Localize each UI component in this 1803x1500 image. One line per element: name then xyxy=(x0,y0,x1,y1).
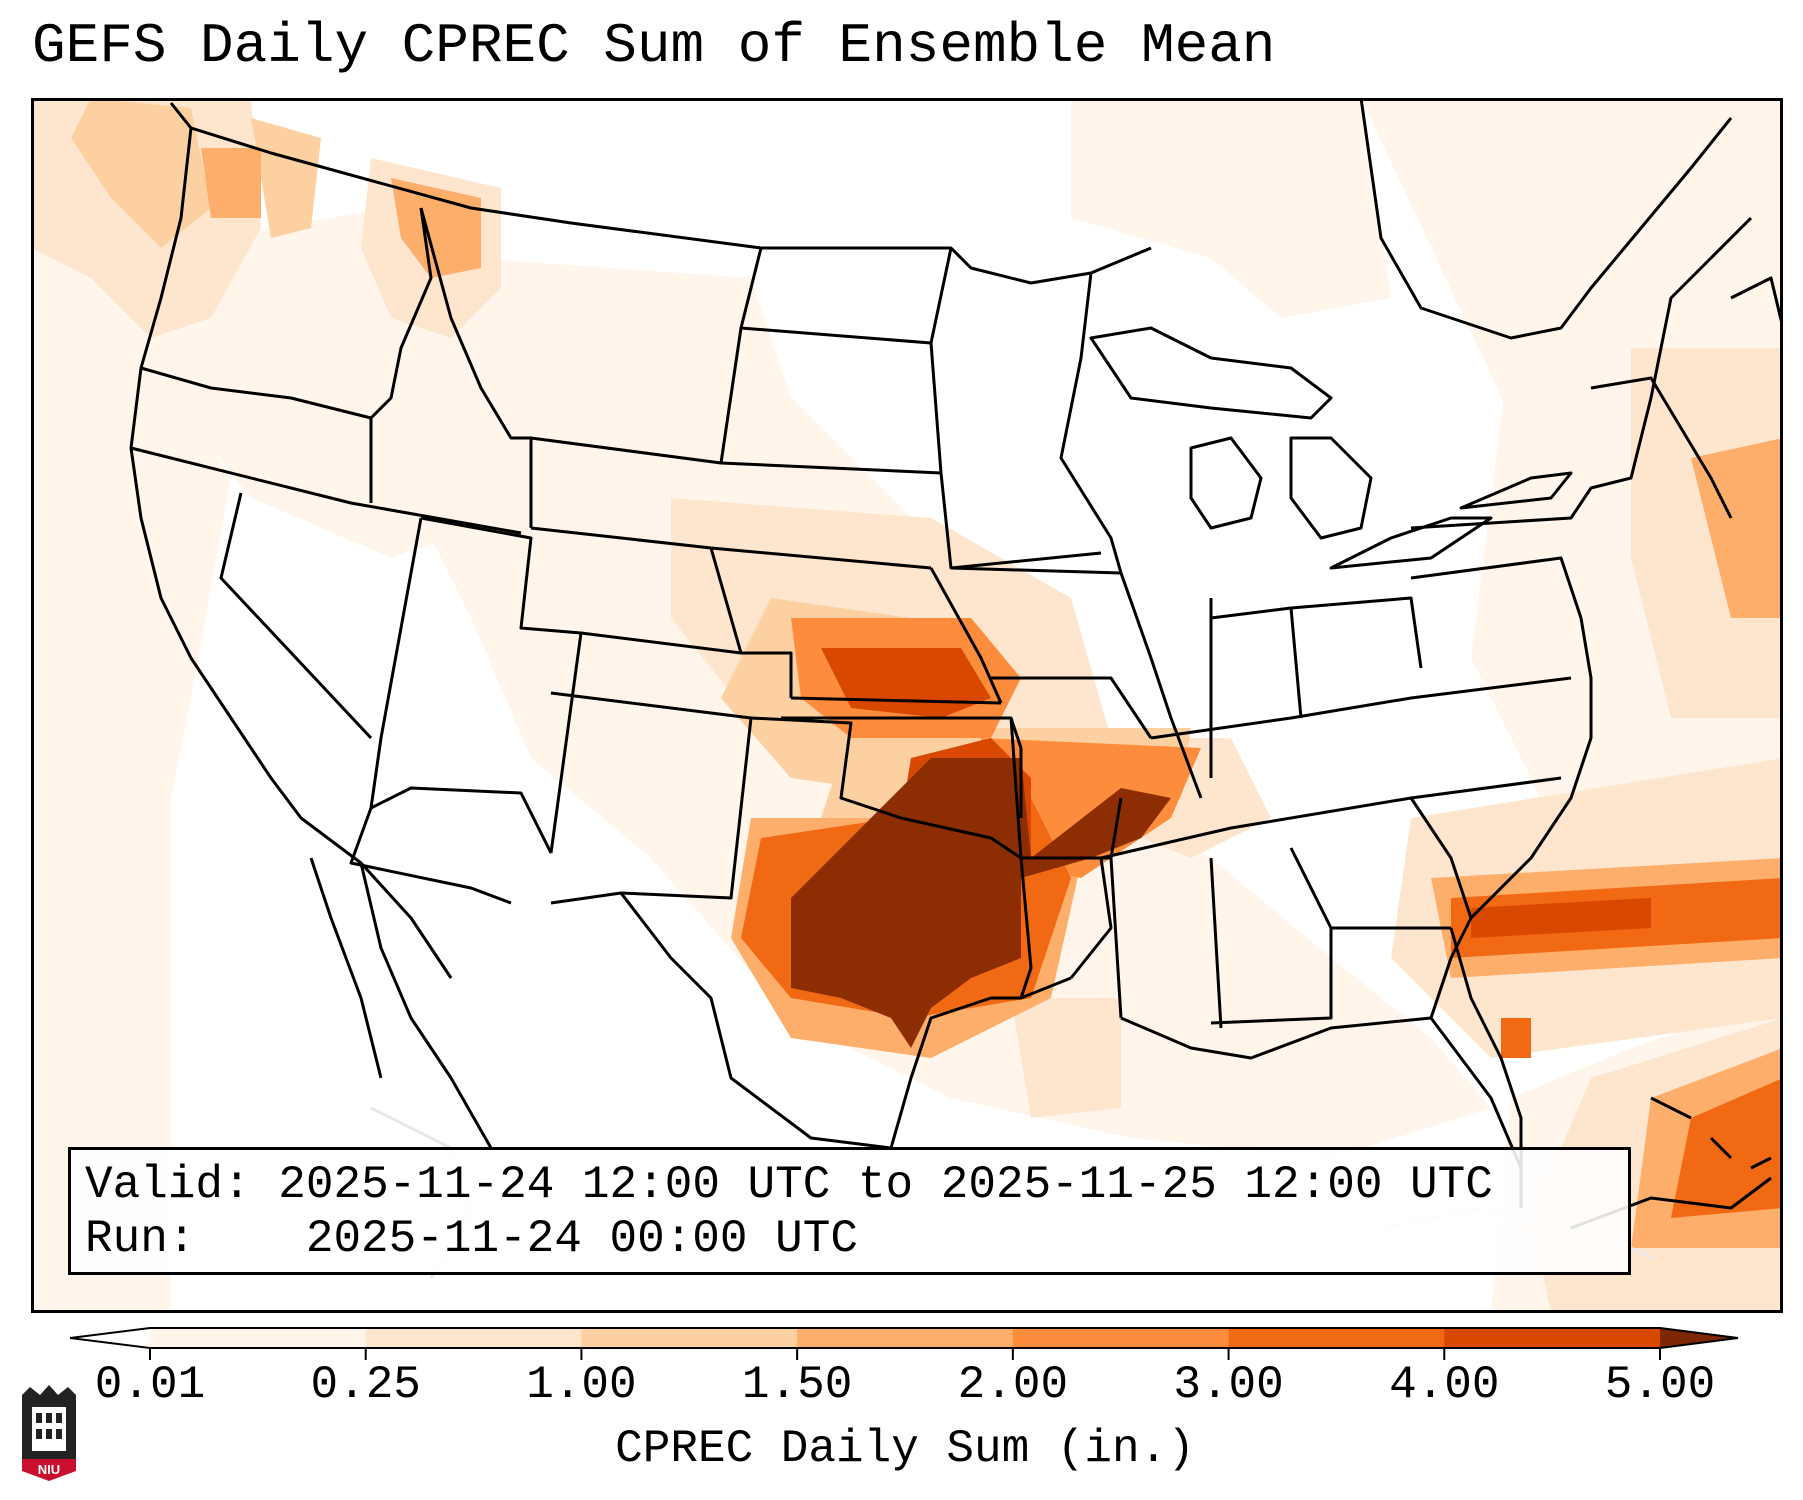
colorbar-tick-label: 4.00 xyxy=(1389,1359,1500,1411)
valid-label: Valid: xyxy=(85,1159,251,1211)
colorbar-tick-label: 0.25 xyxy=(310,1359,421,1411)
colorbar-segment xyxy=(1228,1328,1445,1348)
colorbar-segment xyxy=(365,1328,582,1348)
state-boundaries xyxy=(129,98,1783,1230)
colorbar-segment xyxy=(581,1328,798,1348)
colorbar-tick-label: 1.00 xyxy=(526,1359,637,1411)
colorbar-under-extend xyxy=(70,1328,150,1348)
colorbar-segment xyxy=(1444,1328,1661,1348)
colorbar-segment xyxy=(1012,1328,1230,1348)
colorbar-tick-label: 5.00 xyxy=(1604,1359,1716,1411)
run-label: Run: xyxy=(85,1213,196,1265)
map-title: GEFS Daily CPREC Sum of Ensemble Mean xyxy=(32,14,1276,78)
colorbar-tick-label: 2.00 xyxy=(957,1359,1069,1411)
valid-time-range: 2025-11-24 12:00 UTC to 2025-11-25 12:00… xyxy=(278,1159,1493,1211)
precip-max-area xyxy=(791,758,1171,1048)
colorbar-tick-label: 0.01 xyxy=(94,1359,206,1411)
niu-logo-icon: NIU xyxy=(22,1385,76,1481)
colorbar-over-extend xyxy=(1660,1328,1738,1348)
colorbar-segment xyxy=(797,1328,1014,1348)
map-frame xyxy=(31,98,1783,1313)
validity-info-box: Valid: 2025-11-24 12:00 UTC to 2025-11-2… xyxy=(68,1147,1631,1275)
run-time: 2025-11-24 00:00 UTC xyxy=(305,1213,858,1265)
colorbar-tick-label: 3.00 xyxy=(1173,1359,1284,1411)
colorbar xyxy=(70,1327,1739,1360)
colorbar-segment xyxy=(150,1328,367,1348)
colorbar-label: CPREC Daily Sum (in.) xyxy=(615,1423,1195,1475)
logo-text: NIU xyxy=(38,1462,60,1477)
precipitation-map xyxy=(31,98,1783,1313)
colorbar-tick-label: 1.50 xyxy=(741,1359,853,1411)
